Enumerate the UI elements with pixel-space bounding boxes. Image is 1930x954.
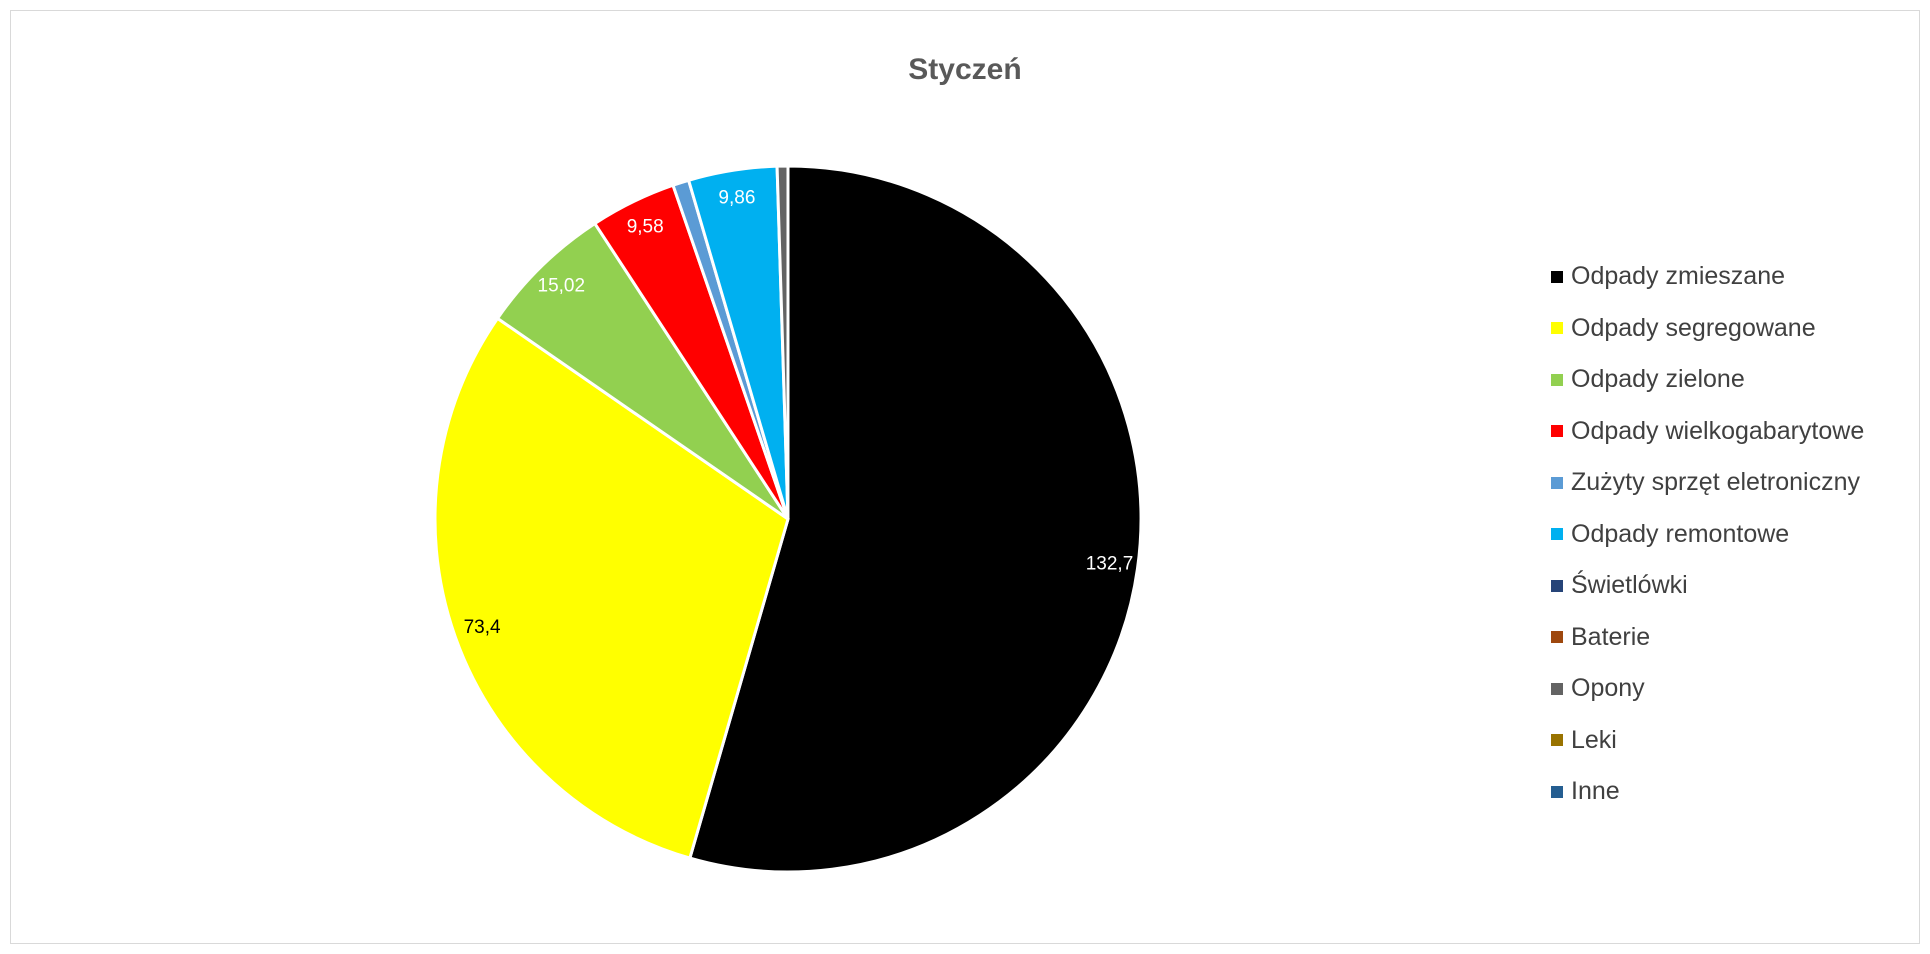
legend-swatch [1551, 373, 1563, 386]
pie-slice [433, 316, 790, 860]
data-label: 73,4 [464, 617, 501, 638]
legend-swatch [1551, 734, 1563, 747]
legend-label: Zużyty sprzęt eletroniczny [1571, 468, 1860, 497]
legend-swatch [1551, 528, 1563, 541]
legend-label: Opony [1571, 674, 1645, 703]
legend-label: Odpady remontowe [1571, 519, 1790, 548]
data-label: 9,86 [718, 187, 755, 208]
legend-label: Świetlówki [1571, 571, 1688, 600]
data-label: 132,7 [1086, 554, 1134, 575]
legend-item: Odpady wielkogabarytowe [1551, 406, 1864, 458]
legend: Odpady zmieszane Odpady segregowane Odpady… [1551, 251, 1864, 818]
legend-item: Zużyty sprzęt eletroniczny [1551, 457, 1864, 509]
legend-label: Odpady wielkogabarytowe [1571, 416, 1865, 445]
legend-swatch [1551, 579, 1563, 592]
legend-label: Odpady zielone [1571, 365, 1745, 394]
legend-swatch [1551, 476, 1563, 489]
legend-item: Baterie [1551, 612, 1864, 664]
legend-item: Świetlówki [1551, 560, 1864, 612]
legend-item: Odpady remontowe [1551, 509, 1864, 561]
legend-item: Leki [1551, 715, 1864, 767]
legend-label: Baterie [1571, 622, 1651, 651]
legend-swatch [1551, 682, 1563, 695]
legend-label: Odpady zmieszane [1571, 262, 1786, 291]
pie-slice [495, 221, 790, 521]
legend-label: Odpady segregowane [1571, 313, 1816, 342]
legend-swatch [1551, 631, 1563, 644]
legend-swatch [1551, 425, 1563, 438]
data-label: 15,02 [538, 275, 586, 296]
legend-swatch [1551, 785, 1563, 798]
legend-swatch [1551, 270, 1563, 283]
legend-item: Opony [1551, 663, 1864, 715]
pie-slice [688, 164, 1143, 874]
legend-item: Odpady segregowane [1551, 303, 1864, 355]
data-label: 9,58 [627, 216, 664, 237]
chart-area: Styczeń 132,7 73,4 15,02 9,58 9,86 Odpady zm… [10, 10, 1920, 944]
legend-item: Odpady zielone [1551, 354, 1864, 406]
pie-chart: 132,7 73,4 15,02 9,58 9,86 [433, 164, 1143, 874]
legend-label: Leki [1571, 725, 1617, 754]
legend-label: Inne [1571, 777, 1620, 806]
chart-title: Styczeń [908, 53, 1022, 86]
legend-item: Odpady zmieszane [1551, 251, 1864, 303]
legend-swatch [1551, 322, 1563, 335]
legend-item: Inne [1551, 766, 1864, 818]
pie-slice [775, 164, 790, 520]
